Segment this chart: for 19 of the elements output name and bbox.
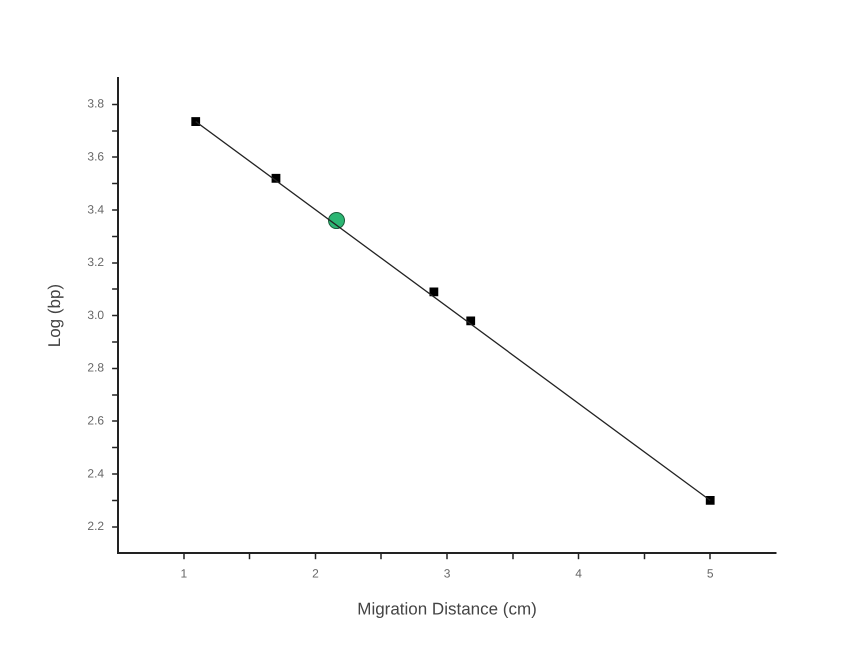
y-tick-label: 2.6 — [87, 414, 104, 428]
point — [429, 287, 438, 296]
y-tick-label: 2.8 — [87, 360, 104, 375]
point — [328, 212, 346, 230]
y-tick-label: 3.4 — [87, 202, 104, 216]
y-tick-label: 3.6 — [87, 150, 104, 164]
x-axis-title: Migration Distance (cm) — [357, 599, 537, 618]
x-tick-label: 5 — [706, 566, 714, 581]
y-tick-label: 2.4 — [87, 466, 104, 480]
y-tick-label: 3.0 — [87, 308, 104, 322]
y-tick-label: 3.2 — [87, 255, 104, 270]
x-tick-label: 4 — [575, 566, 582, 581]
x-tick-label: 3 — [444, 566, 451, 581]
point — [191, 117, 200, 126]
x-tick-label: 1 — [180, 566, 188, 581]
y-axis-title: Log (bp) — [44, 284, 64, 348]
y-tick-label: 3.8 — [87, 96, 104, 111]
y-tick-label: 2.2 — [87, 519, 104, 534]
x-tick-label: 2 — [312, 566, 320, 581]
